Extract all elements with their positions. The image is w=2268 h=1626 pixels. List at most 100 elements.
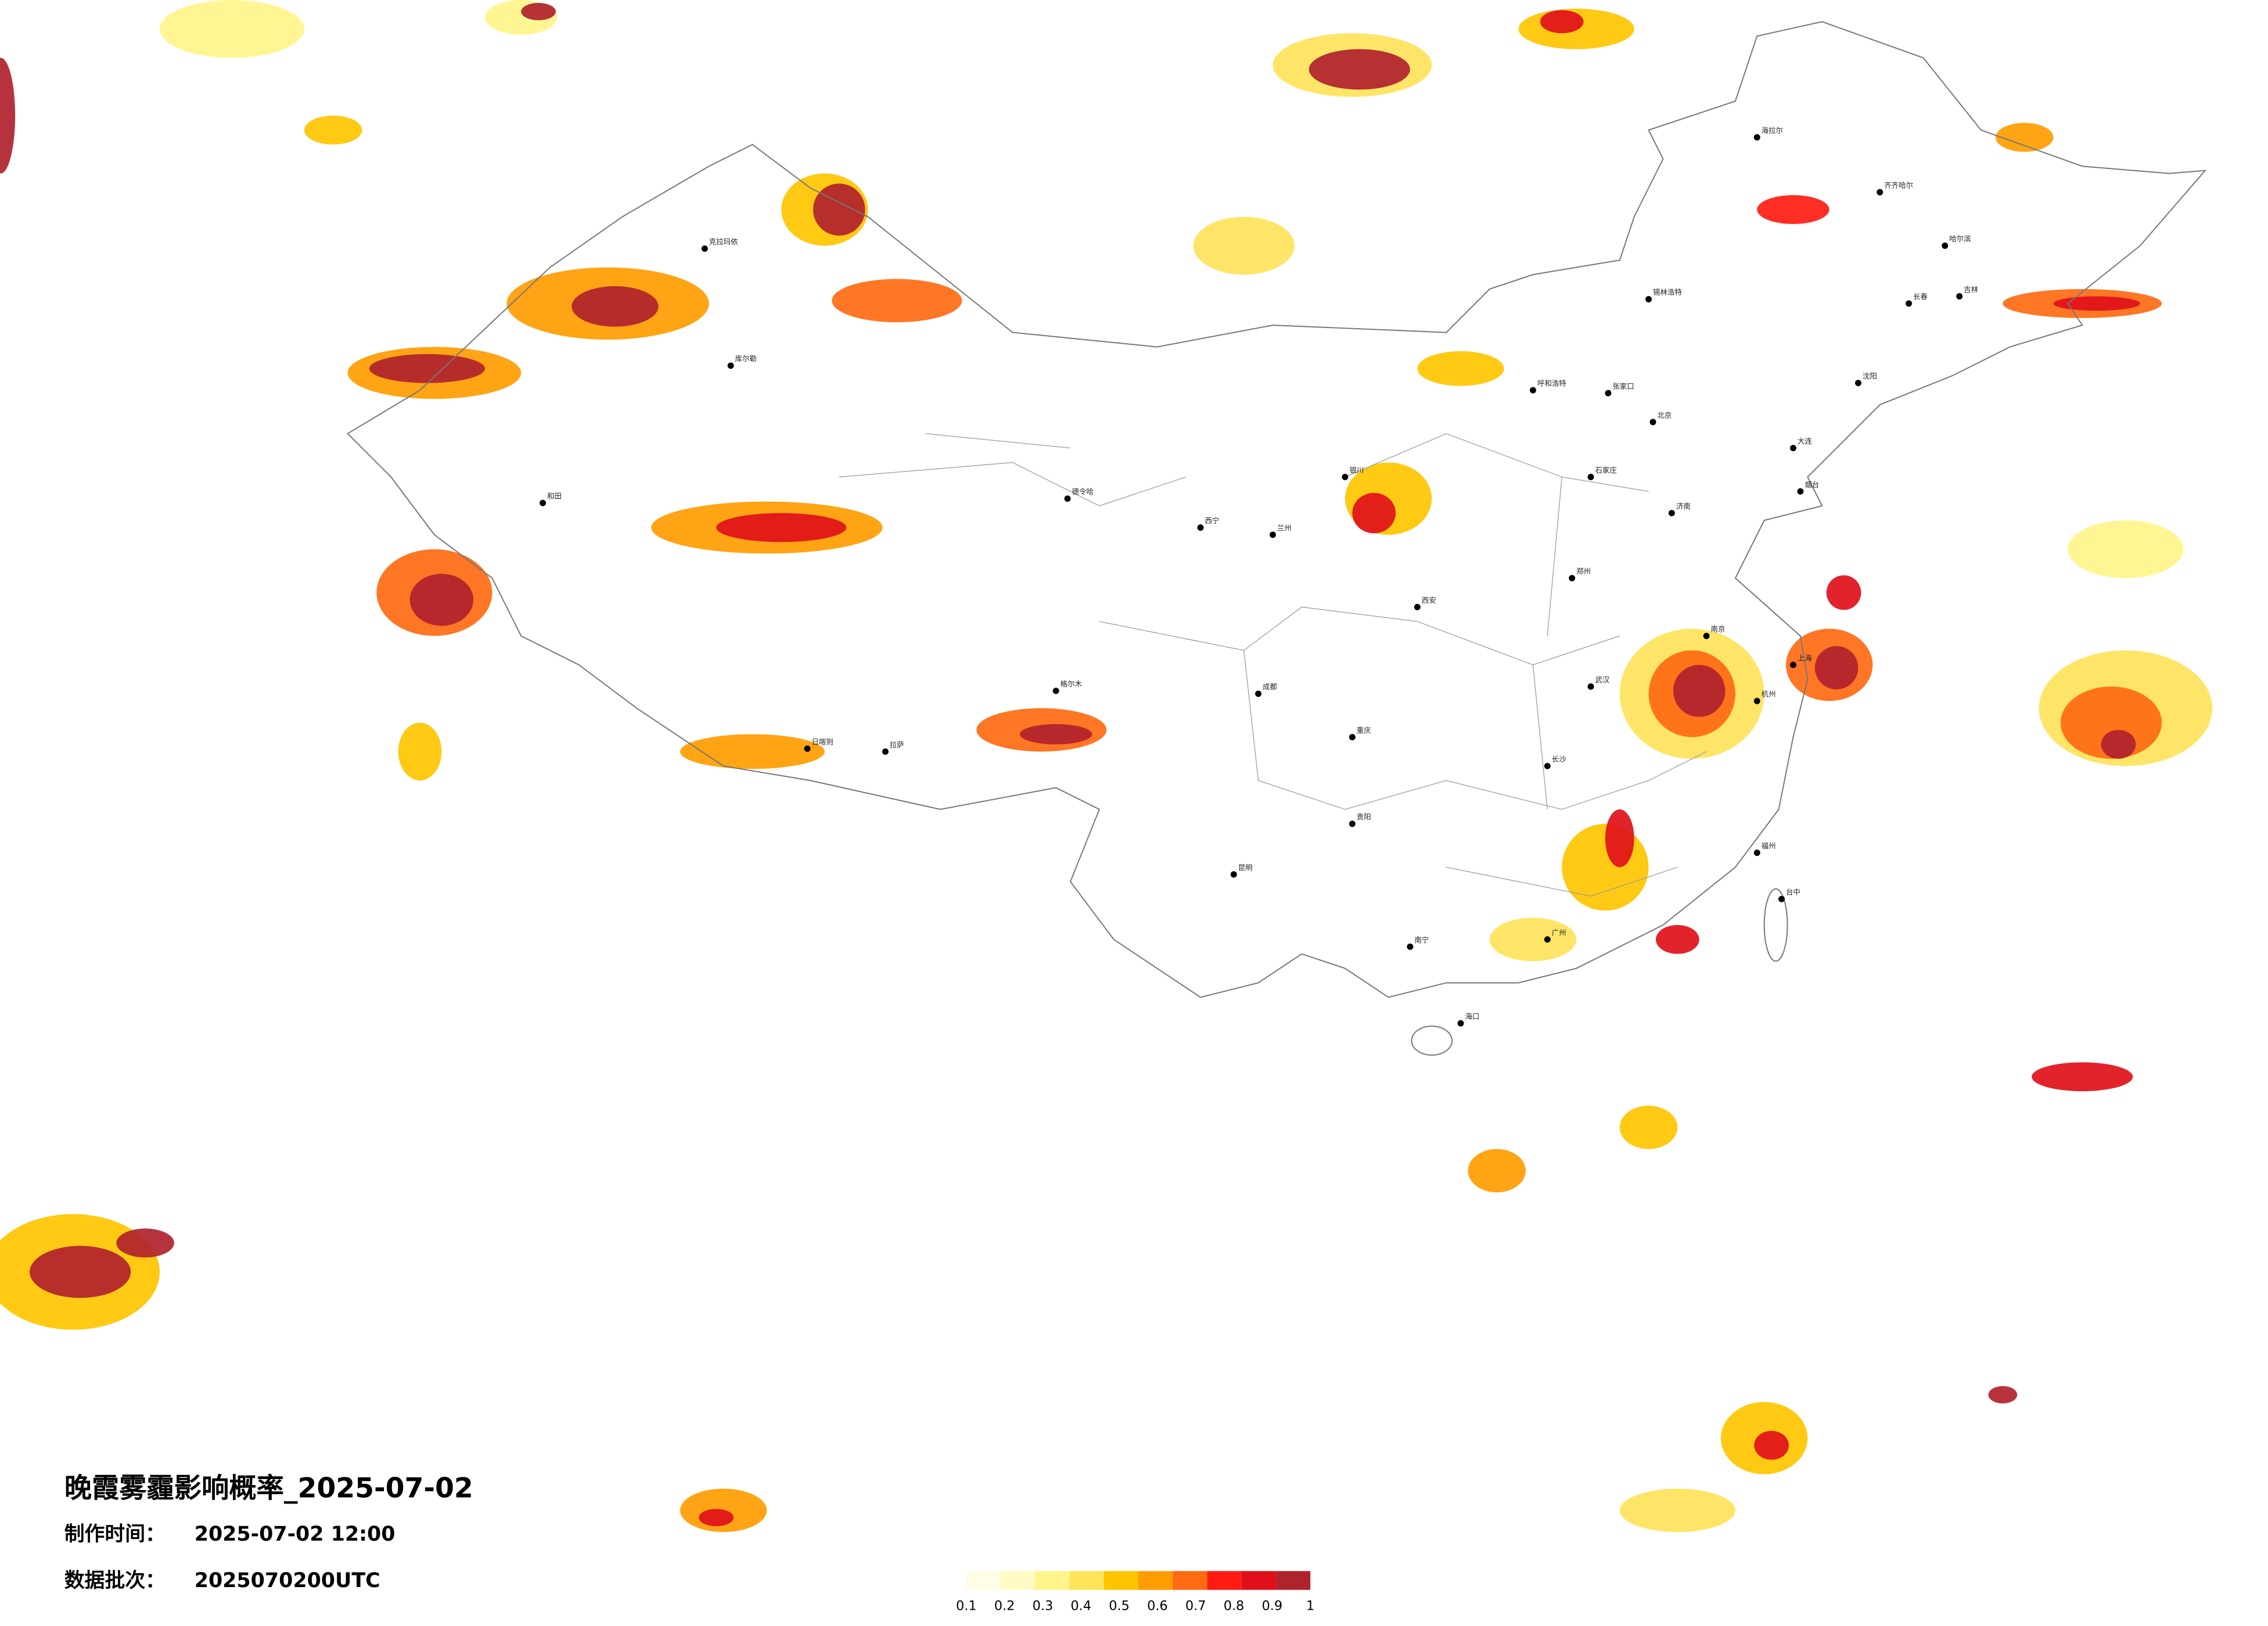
legend-swatch	[1069, 1571, 1104, 1590]
island-outline	[1763, 888, 1788, 962]
map-title: 晚霞雾霾影响概率_2025-07-02	[64, 1472, 473, 1504]
city-label: 海拉尔	[1762, 126, 1783, 135]
city-label: 济南	[1676, 502, 1691, 510]
city-dot	[1269, 531, 1276, 538]
city-label: 吉林	[1964, 285, 1978, 294]
city-dot	[1789, 661, 1796, 668]
heat-area	[116, 1228, 174, 1258]
city-label: 克拉玛依	[709, 238, 738, 246]
legend-tick-label: 0.3	[1033, 1599, 1054, 1614]
city-dot	[1197, 524, 1204, 531]
city-label: 海口	[1465, 1012, 1479, 1021]
city-dot	[1854, 380, 1861, 387]
heat-area	[1757, 195, 1830, 224]
heat-area	[409, 574, 474, 626]
city-dot	[1605, 390, 1612, 397]
city-dot	[701, 245, 708, 252]
heat-area	[699, 1509, 734, 1527]
city-label: 西安	[1422, 596, 1436, 605]
heat-area	[2068, 520, 2184, 578]
legend-tick-label: 0.7	[1185, 1599, 1206, 1614]
city-dot	[1064, 495, 1071, 502]
city-dot	[1414, 603, 1421, 610]
city-dot	[1942, 242, 1949, 249]
meta-value: 2025070200UTC	[195, 1569, 380, 1592]
heat-area	[813, 184, 865, 236]
heat-area	[369, 354, 485, 383]
city-dot	[1349, 733, 1356, 740]
heat-area	[716, 513, 847, 542]
heat-area	[832, 279, 962, 323]
legend-tick-label: 0.2	[994, 1599, 1015, 1614]
city-dot	[1753, 849, 1760, 856]
legend-swatch	[1173, 1571, 1207, 1590]
legend-tick-label: 0.6	[1147, 1599, 1168, 1614]
city-label: 贵阳	[1357, 812, 1371, 821]
city-label: 北京	[1657, 411, 1672, 419]
city-label: 台中	[1786, 888, 1800, 897]
heat-area	[29, 1246, 131, 1298]
city-dot	[1753, 697, 1760, 704]
city-dot	[1052, 688, 1059, 695]
city-label: 石家庄	[1595, 466, 1616, 474]
city-dot	[1569, 575, 1576, 582]
meta-value: 2025-07-02 12:00	[195, 1523, 396, 1546]
island-outline	[1411, 1026, 1453, 1056]
province-lines	[839, 433, 1707, 897]
city-label: 日喀则	[811, 738, 833, 746]
heat-area	[304, 116, 362, 145]
city-dot	[727, 362, 734, 369]
city-dot	[1342, 473, 1349, 480]
city-dot	[1544, 762, 1551, 769]
city-label: 德令哈	[1072, 487, 1093, 496]
heat-area	[2053, 296, 2140, 311]
meta-label: 制作时间：	[64, 1523, 166, 1546]
heat-area	[2101, 729, 2136, 759]
city-label: 呼和浩特	[1537, 379, 1566, 388]
city-label: 和田	[547, 492, 562, 501]
legend: 0.1 0.2 0.3 0.4 0.5 0.6 0.7 0.8 0.9 1	[956, 1571, 1314, 1614]
heat-area	[1619, 1488, 1735, 1533]
legend-swatch	[1035, 1571, 1070, 1590]
city-dot	[1255, 690, 1262, 697]
legend-tick-label: 0.1	[956, 1599, 977, 1614]
heat-area	[1619, 1106, 1678, 1149]
city-dot	[1797, 488, 1804, 495]
city-label: 大连	[1798, 437, 1812, 445]
city-dot	[804, 745, 811, 752]
city-dot	[1544, 936, 1551, 943]
heat-area	[1468, 1149, 1526, 1193]
city-label: 烟台	[1805, 480, 1819, 489]
heat-area	[680, 734, 825, 769]
heat-area	[1814, 646, 1859, 690]
city-label: 南京	[1711, 625, 1726, 634]
legend-tick-label: 0.8	[1224, 1599, 1245, 1614]
city-dot	[1649, 419, 1656, 426]
heat-area	[1489, 918, 1577, 962]
city-label: 拉萨	[890, 740, 904, 749]
city-label: 齐齐哈尔	[1884, 181, 1913, 190]
city-dot	[882, 748, 889, 755]
city-dot	[1407, 943, 1414, 950]
city-label: 库尔勒	[735, 354, 757, 363]
city-dot	[1349, 821, 1356, 828]
city-dot	[1457, 1020, 1464, 1027]
heat-area	[2060, 686, 2162, 759]
city-label: 昆明	[1238, 863, 1253, 872]
city-label: 格尔木	[1061, 679, 1083, 688]
heat-area	[0, 57, 16, 174]
city-label: 长春	[1913, 292, 1928, 301]
legend-tick-label: 0.4	[1070, 1599, 1091, 1614]
city-label: 重庆	[1357, 726, 1371, 735]
legend-swatch	[966, 1571, 1001, 1590]
heat-area	[398, 722, 442, 780]
legend-swatch	[1001, 1571, 1036, 1590]
city-dot	[1778, 895, 1785, 902]
city-dot	[1789, 445, 1796, 452]
heat-area	[1655, 924, 1699, 954]
legend-swatch	[1241, 1571, 1276, 1590]
heat-area	[1995, 123, 2054, 152]
city-label: 锡林浩特	[1653, 288, 1682, 297]
city-label: 张家口	[1612, 382, 1634, 391]
